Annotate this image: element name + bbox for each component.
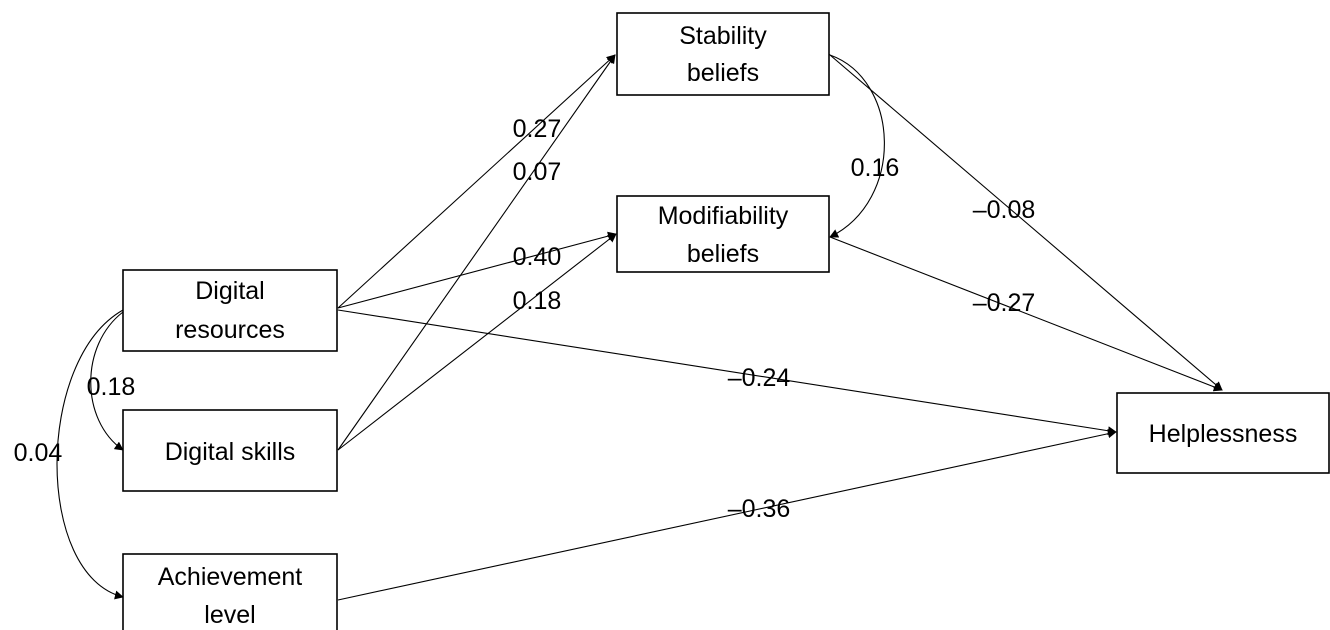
coef-skills-modifiability: 0.18 (513, 287, 562, 315)
coef-achievement-helplessness: –0.36 (728, 495, 791, 523)
coef-skills-stability: 0.07 (513, 158, 562, 186)
coef-resources-skills: 0.18 (87, 373, 136, 401)
edge-resources-to-helplessness (337, 309, 1117, 436)
edge-resources-to-modifiability (337, 231, 617, 309)
node-label: Digital (195, 277, 264, 305)
node-label: beliefs (687, 59, 759, 87)
coef-stability-modifiability: 0.16 (851, 154, 900, 182)
covariance-resources-skills (90, 303, 133, 451)
node-achievement-level: Achievement level (122, 553, 338, 630)
node-label: Achievement (158, 563, 303, 591)
node-digital-resources: Digital resources (122, 269, 338, 352)
edge-skills-to-stability (337, 54, 616, 451)
covariance-resources-achievement (56, 302, 133, 600)
node-label: beliefs (687, 240, 759, 268)
coefficient-labels: 0.27 0.07 0.40 0.18 0.16 –0.08 –0.27 –0.… (14, 115, 1036, 523)
node-helplessness: Helplessness (1116, 392, 1330, 474)
coef-resources-modifiability: 0.40 (513, 243, 562, 271)
node-label: resources (175, 316, 285, 344)
coef-stability-helplessness: –0.08 (973, 196, 1036, 224)
node-stability-beliefs: Stability beliefs (616, 12, 830, 96)
edge-modifiability-to-helplessness (829, 236, 1223, 392)
node-label: Helplessness (1149, 420, 1298, 448)
coef-modifiability-helplessness: –0.27 (973, 289, 1036, 317)
node-modifiability-beliefs: Modifiability beliefs (616, 195, 830, 273)
node-label: Digital skills (165, 438, 296, 466)
edge-resources-to-stability (337, 54, 616, 309)
edges (56, 48, 1223, 601)
edge-skills-to-modifiability (337, 233, 617, 451)
node-label: Modifiability (658, 202, 789, 230)
coef-resources-helplessness: –0.24 (728, 364, 791, 392)
node-label: Stability (679, 22, 767, 50)
edge-achievement-to-helplessness (337, 429, 1117, 601)
node-label: level (204, 601, 255, 629)
coef-resources-achievement: 0.04 (14, 439, 63, 467)
edge-stability-to-helplessness (829, 54, 1223, 391)
coef-resources-stability: 0.27 (513, 115, 562, 143)
node-digital-skills: Digital skills (122, 409, 338, 492)
covariance-stability-modifiability (820, 48, 885, 238)
